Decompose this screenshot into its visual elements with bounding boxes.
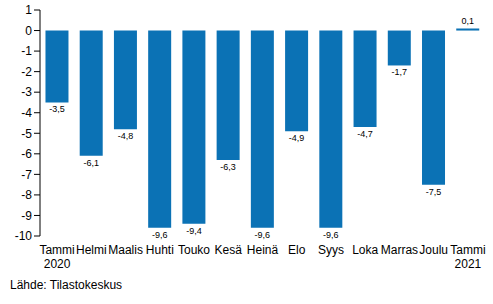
svg-text:Marras: Marras <box>381 243 418 257</box>
svg-text:Kesä: Kesä <box>215 243 243 257</box>
svg-text:0,1: 0,1 <box>461 16 474 26</box>
svg-text:-4: -4 <box>21 106 32 120</box>
svg-text:Loka: Loka <box>352 243 378 257</box>
svg-text:-10: -10 <box>15 229 33 243</box>
svg-text:-3: -3 <box>21 85 32 99</box>
svg-text:-9,4: -9,4 <box>186 226 202 236</box>
svg-text:Joulu: Joulu <box>419 243 448 257</box>
svg-text:Helmi: Helmi <box>76 243 107 257</box>
svg-text:Elo: Elo <box>288 243 306 257</box>
svg-text:Touko: Touko <box>178 243 210 257</box>
svg-text:-7: -7 <box>21 168 32 182</box>
svg-text:-9,6: -9,6 <box>152 230 168 240</box>
svg-text:-2: -2 <box>21 65 32 79</box>
svg-text:-9,6: -9,6 <box>323 230 339 240</box>
svg-text:2021: 2021 <box>455 257 482 271</box>
svg-text:-1: -1 <box>21 44 32 58</box>
svg-text:Tammi: Tammi <box>450 243 485 257</box>
svg-text:-6,1: -6,1 <box>83 158 99 168</box>
html-text:Lähde: Tilastokeskus: Lähde: Tilastokeskus <box>10 278 123 292</box>
svg-text:2020: 2020 <box>44 257 71 271</box>
svg-text:-8: -8 <box>21 188 32 202</box>
svg-text:Maalis: Maalis <box>108 243 143 257</box>
svg-text:1: 1 <box>25 3 32 17</box>
svg-text:-5: -5 <box>21 127 32 141</box>
svg-text:-9: -9 <box>21 209 32 223</box>
svg-text:-9,6: -9,6 <box>255 230 271 240</box>
svg-text:-4,8: -4,8 <box>118 131 134 141</box>
svg-text:0: 0 <box>25 24 32 38</box>
svg-text:Heinä: Heinä <box>247 243 279 257</box>
svg-text:Tammi: Tammi <box>39 243 74 257</box>
svg-text:-4,7: -4,7 <box>357 129 373 139</box>
svg-text:Huhti: Huhti <box>146 243 174 257</box>
svg-text:-1,7: -1,7 <box>392 67 408 77</box>
svg-text:-7,5: -7,5 <box>426 187 442 197</box>
svg-text:Syys: Syys <box>318 243 344 257</box>
svg-text:-6,3: -6,3 <box>220 162 236 172</box>
svg-text:-3,5: -3,5 <box>49 104 65 114</box>
svg-text:-4,9: -4,9 <box>289 133 305 143</box>
svg-text:-6: -6 <box>21 147 32 161</box>
